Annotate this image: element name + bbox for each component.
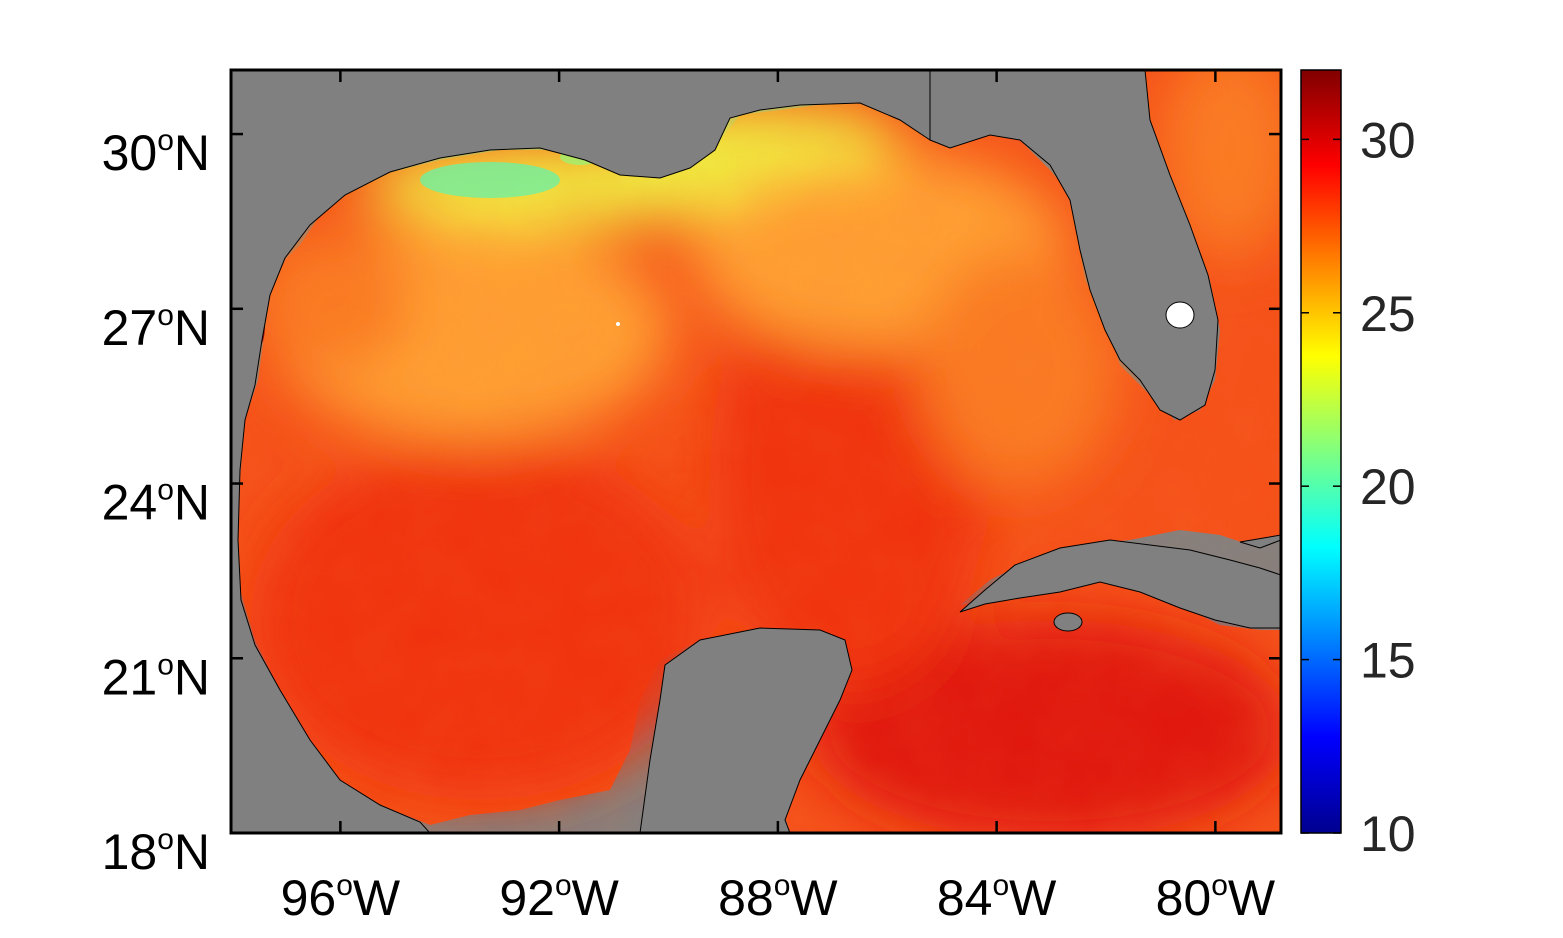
longitude-tick-label: 96oW (281, 869, 401, 926)
longitude-tick-label: 80oW (1156, 869, 1276, 926)
latitude-tick-label: 24oN (102, 474, 210, 531)
latitude-tick-label: 30oN (102, 124, 210, 181)
longitude-tick-label: 88oW (718, 869, 838, 926)
land-masses (231, 70, 1281, 833)
map-frame (229, 68, 1283, 835)
data-gap-marker (616, 322, 620, 326)
colorbar-tick-label: 10 (1360, 806, 1416, 862)
latitude-tick-label: 18oN (102, 823, 210, 880)
hispaniola-edge (1239, 534, 1281, 549)
florida-peninsula (929, 70, 1219, 421)
cuba (959, 539, 1281, 629)
yucatan-peninsula (639, 627, 853, 833)
colorbar-tick-label: 30 (1360, 112, 1416, 168)
colorbar-frame (1300, 69, 1342, 834)
isla-de-la-juventud (1053, 612, 1083, 632)
colorbar-tick-label: 20 (1360, 459, 1416, 515)
lake-okeechobee (1165, 301, 1195, 329)
colorbar-tick-label: 25 (1360, 286, 1416, 342)
sst-coastal-cool-patch (420, 162, 560, 198)
colorbar-tick-label: 15 (1360, 633, 1416, 689)
latitude-ticks: 18oN 21oN 24oN 27oN 30oN (102, 124, 210, 880)
colorbar-ticks: 10 15 20 25 30 (1301, 112, 1416, 862)
latitude-tick-label: 27oN (102, 299, 210, 356)
north-gulf-coast-land (231, 70, 931, 833)
longitude-ticks: 96oW 92oW 88oW 84oW 80oW (281, 869, 1276, 926)
latitude-tick-label: 21oN (102, 648, 210, 705)
colorbar: 10 15 20 25 30 (1300, 69, 1416, 862)
longitude-tick-label: 84oW (937, 869, 1057, 926)
tick-marks (231, 70, 1281, 835)
longitude-tick-label: 92oW (499, 869, 619, 926)
map-plot (231, 70, 1281, 833)
colorbar-gradient (1301, 70, 1341, 833)
